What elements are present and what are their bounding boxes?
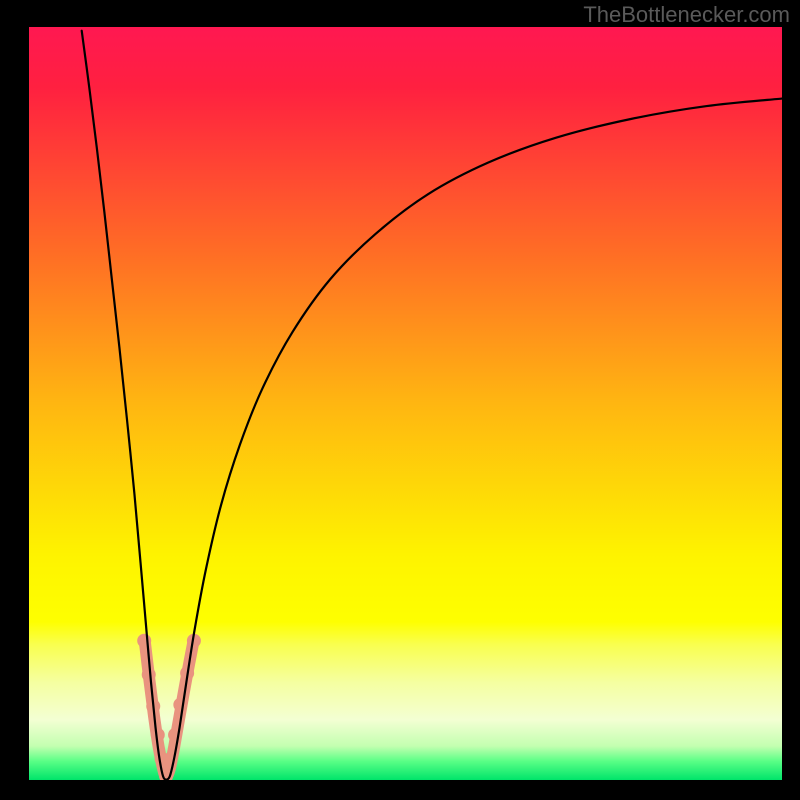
bottleneck-figure: TheBottlenecker.com	[0, 0, 800, 800]
plot-area	[29, 27, 782, 780]
bottleneck-highlight-dot	[137, 634, 151, 648]
bottleneck-curve-right	[166, 99, 782, 780]
bottleneck-highlight-dot	[142, 668, 156, 682]
bottleneck-highlight-dot	[173, 698, 187, 712]
attribution-label: TheBottlenecker.com	[583, 2, 790, 28]
chart-overlay	[29, 27, 782, 780]
